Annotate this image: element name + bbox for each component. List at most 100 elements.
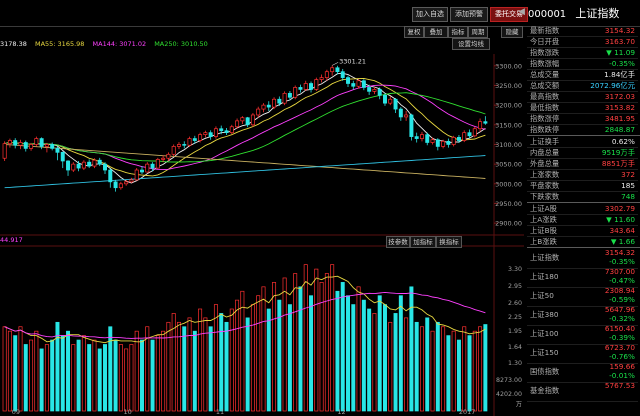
- volume-bar: [13, 335, 18, 412]
- candle-body: [478, 121, 483, 130]
- index-row[interactable]: 上证指数 3154.32 -0.35%: [527, 248, 638, 269]
- volume-bar: [419, 326, 424, 412]
- stat-row: 上A涨跌 ▼ 11.60: [527, 215, 638, 226]
- volume-bar: [472, 330, 477, 412]
- index-name: 国债指数: [530, 367, 560, 376]
- index-value: 5767.53: [604, 381, 635, 390]
- volume-bar: [71, 344, 76, 412]
- volume-ma30-line: [4, 291, 486, 339]
- stat-value: ▼ 11.60: [606, 215, 635, 224]
- volume-bar: [414, 321, 419, 412]
- chart-area[interactable]: 3178.38 MA55: 3165.98 MA144: 3071.02 MA2…: [0, 26, 524, 416]
- index-row[interactable]: 上证100 6150.40 -0.39%: [527, 324, 638, 345]
- stat-label: 指数涨停: [530, 114, 560, 123]
- volume-bar: [245, 317, 250, 412]
- ma30-value: 3178.38: [0, 40, 27, 48]
- stat-row: 上证换手 0.62%: [527, 137, 638, 148]
- volume-bar: [340, 282, 345, 412]
- volume-bar: [39, 348, 44, 412]
- volume-bar: [87, 344, 92, 412]
- volume-bar: [2, 326, 7, 412]
- ma10-line: [4, 77, 486, 177]
- candle-body: [39, 138, 44, 147]
- ma144-value: MA144: 3071.02: [92, 40, 147, 48]
- volume-bar: [467, 335, 472, 412]
- index-row[interactable]: 上证50 2308.94 -0.59%: [527, 286, 638, 307]
- ma-settings-button[interactable]: 设置均线: [452, 38, 490, 50]
- x-axis-label: 12: [337, 408, 345, 416]
- candle-body: [340, 71, 345, 78]
- back-arrow-icon[interactable]: ◀: [518, 7, 525, 17]
- candle-body: [155, 159, 160, 169]
- candle-body: [467, 132, 472, 137]
- volume-bar: [34, 330, 39, 412]
- candle-body: [451, 137, 456, 145]
- index-row[interactable]: 基金指数 5767.53: [527, 381, 638, 402]
- x-axis-label: 2017: [459, 408, 476, 416]
- price-axis-label: 3150.00: [495, 121, 522, 129]
- zoom-button[interactable]: 隐藏: [501, 26, 523, 38]
- candle-body: [203, 132, 208, 135]
- price-axis-label: 2950.00: [495, 200, 522, 208]
- volume-axis-label: 万: [516, 400, 522, 408]
- candle-body: [2, 143, 7, 159]
- stat-label: 上涨家数: [530, 170, 560, 179]
- volume-bar: [198, 308, 203, 412]
- volume-axis-label: 1.64: [508, 344, 522, 351]
- candle-body: [18, 142, 23, 146]
- stat-label: 上证换手: [530, 137, 560, 146]
- candle-body: [335, 67, 340, 73]
- candle-body: [166, 153, 171, 159]
- volume-bar: [409, 286, 414, 412]
- index-change: -0.01%: [609, 371, 635, 380]
- candle-body: [7, 140, 12, 145]
- stat-row: 最新指数 3154.32: [527, 26, 638, 37]
- index-change: -0.76%: [609, 352, 635, 361]
- candle-body: [330, 67, 335, 73]
- candle-body: [446, 140, 451, 145]
- candle-body: [192, 138, 197, 141]
- indicator-button[interactable]: 指标: [448, 26, 468, 38]
- candle-body: [140, 169, 144, 173]
- stat-label: 内盘总量: [530, 148, 560, 157]
- stat-value: 9519万手: [601, 148, 635, 157]
- tech-params-tab[interactable]: 技参数: [386, 236, 410, 248]
- overlay-button[interactable]: 叠加: [424, 26, 448, 38]
- cycle-button[interactable]: 周期: [468, 26, 488, 38]
- add-indicator-tab[interactable]: 加指标: [410, 236, 436, 248]
- candle-body: [34, 138, 39, 145]
- stat-row: 外盘总量 8851万手: [527, 159, 638, 170]
- index-row[interactable]: 上证380 5647.96 -0.32%: [527, 305, 638, 326]
- volume-bar: [266, 308, 271, 412]
- index-row[interactable]: 上证150 6723.70 -0.76%: [527, 343, 638, 364]
- price-axis-label: 3250.00: [495, 82, 522, 90]
- index-row[interactable]: 上证180 7307.00 -0.47%: [527, 267, 638, 288]
- candle-body: [256, 108, 261, 116]
- volume-bar: [97, 348, 102, 412]
- ma-legend: 3178.38 MA55: 3165.98 MA144: 3071.02 MA2…: [0, 40, 208, 48]
- stat-label: 今日开盘: [530, 37, 560, 46]
- index-value: 7307.00: [604, 267, 635, 276]
- add-alert-button[interactable]: 添加预警: [450, 7, 488, 22]
- x-axis-label: 11: [216, 408, 224, 416]
- change-indicator-tab[interactable]: 换指标: [436, 236, 462, 248]
- volume-axis-label: 1.30: [508, 360, 522, 367]
- volume-bar: [441, 326, 446, 412]
- candle-body: [134, 169, 139, 181]
- stat-value: 372: [621, 170, 635, 179]
- volume-bar: [446, 335, 451, 412]
- volume-axis-label: 2.95: [508, 283, 522, 290]
- kline-chart: 3300.00 3250.00 3200.00 3150.00 3100.00 3050.…: [0, 54, 524, 416]
- candle-body: [456, 137, 461, 141]
- restore-button[interactable]: 复权: [404, 26, 424, 38]
- volume-axis-label: 3.30: [508, 266, 522, 273]
- index-value: 159.66: [609, 362, 635, 371]
- trade-button[interactable]: 委托交易: [490, 7, 528, 22]
- volume-bar: [377, 295, 382, 412]
- add-watchlist-button[interactable]: 加入自选: [412, 7, 448, 22]
- index-row[interactable]: 国债指数 159.66 -0.01%: [527, 362, 638, 383]
- stat-value: ▼ 1.66: [610, 237, 635, 246]
- price-axis-label: 3050.00: [495, 161, 522, 169]
- volume-bar: [7, 330, 12, 412]
- candle-body: [129, 179, 134, 183]
